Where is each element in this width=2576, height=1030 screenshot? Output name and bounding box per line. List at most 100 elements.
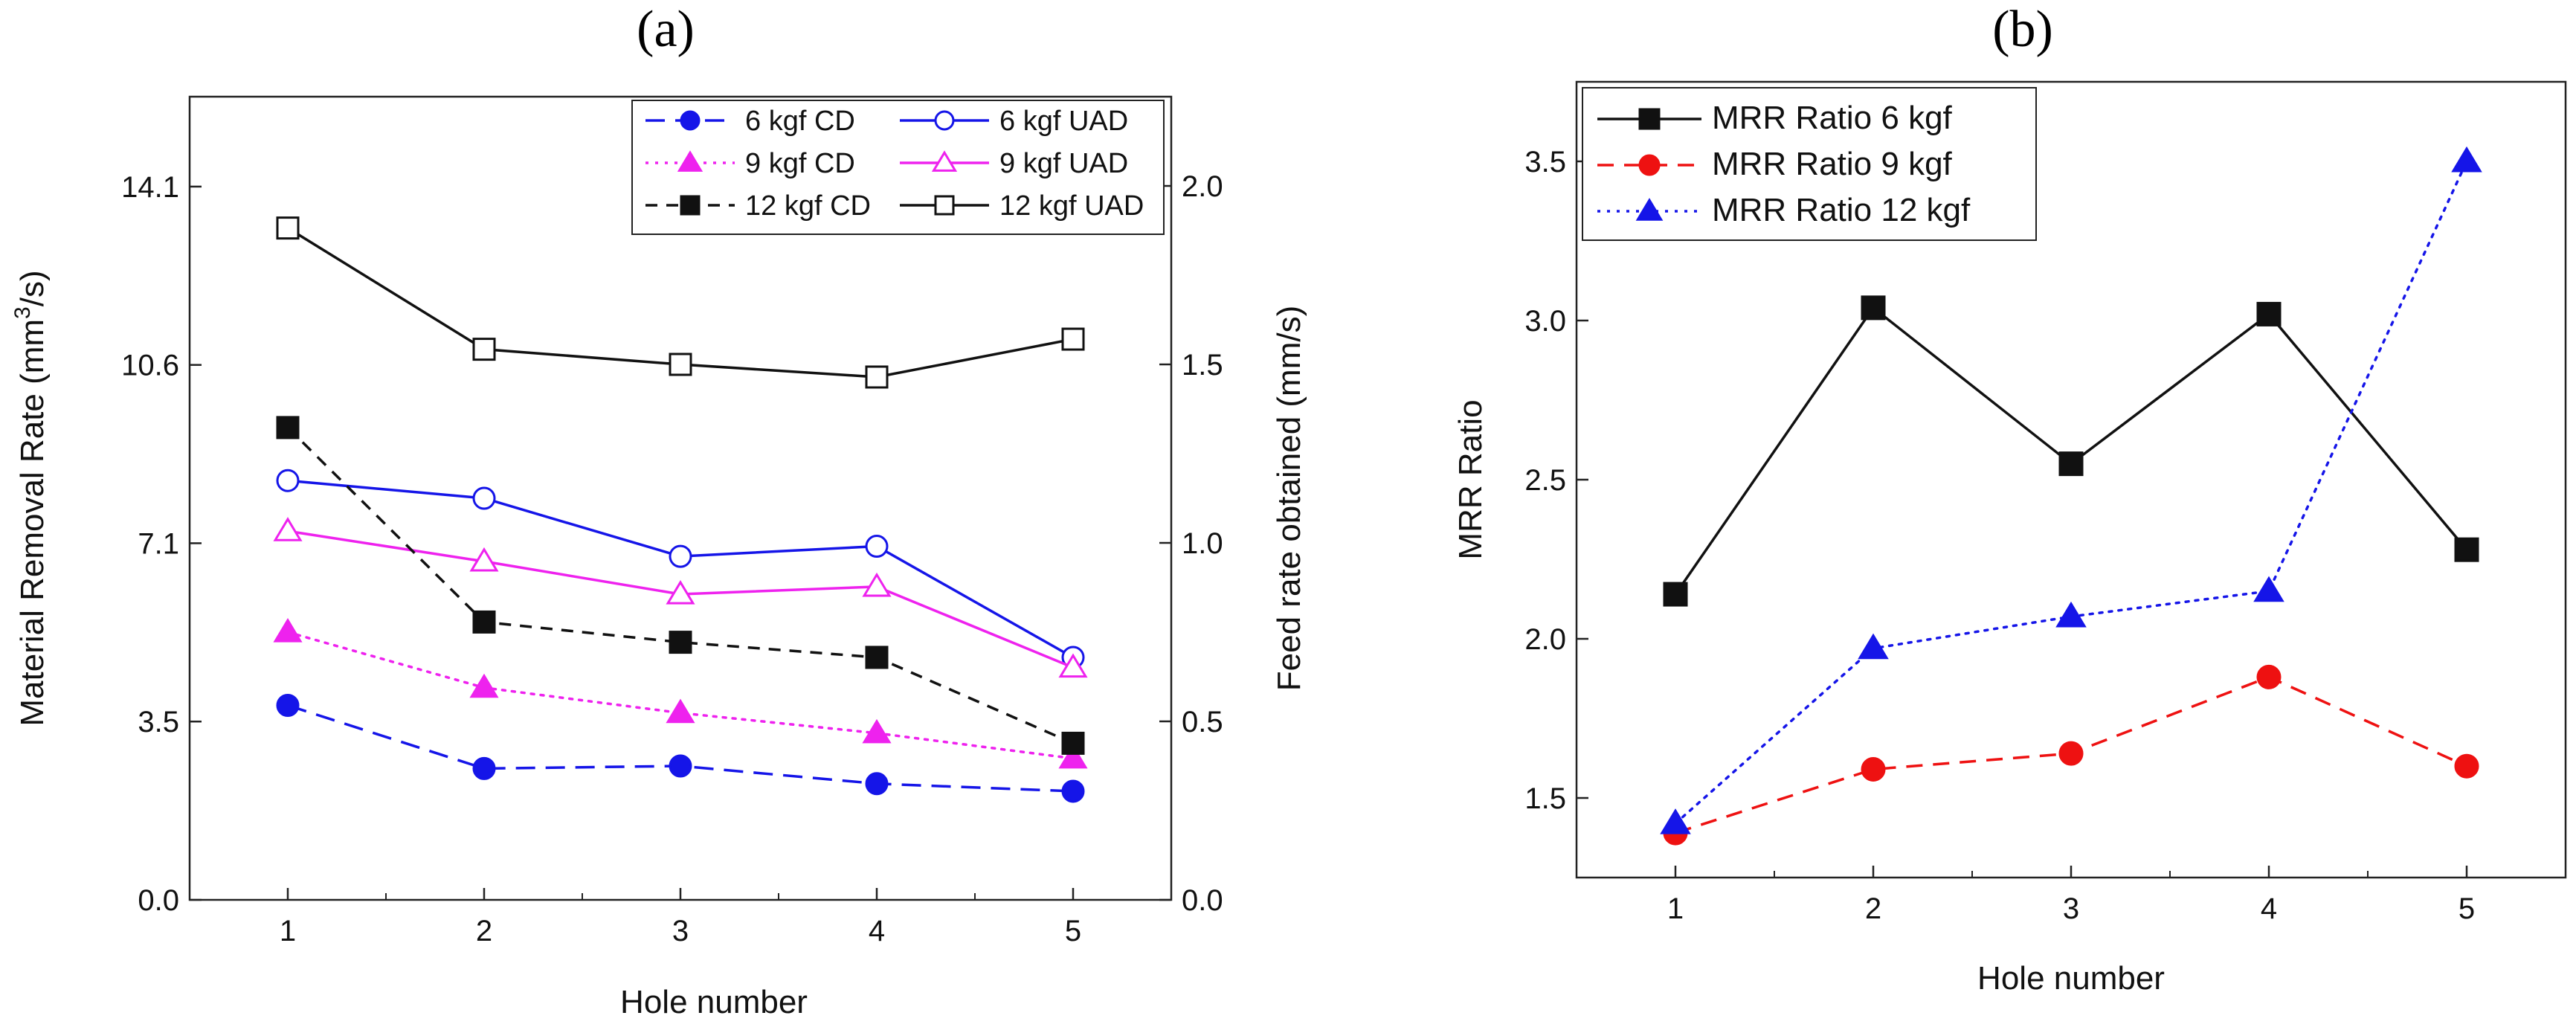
x-tick-label: 2 <box>476 915 492 947</box>
data-point <box>276 416 300 440</box>
legend-entry: MRR Ratio 12 kgf <box>1597 192 1971 228</box>
data-point <box>469 673 499 698</box>
x-tick-label: 4 <box>2261 892 2277 925</box>
legend-label: 6 kgf CD <box>745 106 855 137</box>
x-tick-label: 3 <box>672 915 689 947</box>
panel-label-a: (a) <box>637 1 695 58</box>
legend-swatch-marker <box>1635 198 1664 221</box>
y-axis-title-b: MRR Ratio <box>1452 399 1489 559</box>
y2-tick-label: 0.0 <box>1182 884 1223 917</box>
series-mrr-ratio-6-kgf <box>1663 295 2479 607</box>
data-point <box>1058 653 1088 678</box>
data-point <box>2253 576 2284 602</box>
chart-b: (b) 1 2 3 4 5 1.5 2.0 2.5 3.0 3.5 Hole number MRR… <box>1452 1 2567 997</box>
data-point <box>1061 779 1085 803</box>
x-tick-label: 2 <box>1865 892 1881 925</box>
data-point <box>669 544 692 568</box>
x-axis-title-b: Hole number <box>1977 960 2165 997</box>
y-tick-label: 2.0 <box>1524 623 1566 656</box>
data-point <box>276 216 300 240</box>
data-point <box>2058 741 2084 766</box>
data-point <box>472 486 496 510</box>
legend-label: MRR Ratio 9 kgf <box>1712 146 1953 182</box>
y2-axis-title-a: Feed rate obtained (mm/s) <box>1271 306 1307 691</box>
legend-label: 9 kgf UAD <box>999 148 1128 179</box>
y-tick-label: 3.0 <box>1524 305 1566 338</box>
y2-tick-label: 0.5 <box>1182 706 1223 738</box>
x-tick-label: 4 <box>869 915 885 947</box>
data-point <box>472 756 496 780</box>
y-tick-label: 3.5 <box>1524 146 1566 178</box>
y2-tick-label: 1.0 <box>1182 527 1223 560</box>
x-tick-label: 1 <box>280 915 296 947</box>
data-point <box>1858 633 1889 660</box>
y2-tick-label: 1.5 <box>1182 349 1223 382</box>
data-point <box>865 772 889 796</box>
y-tick-label: 1.5 <box>1524 782 1566 815</box>
legend-swatch-marker <box>680 110 701 131</box>
legend-swatch-marker <box>677 150 703 172</box>
legend-swatch-marker <box>1638 154 1661 176</box>
legend-entry: 6 kgf CD <box>645 106 855 137</box>
data-point <box>2256 664 2282 689</box>
data-point <box>2454 753 2479 779</box>
data-point <box>1061 731 1085 755</box>
series-6-kgf-cd <box>276 693 1085 803</box>
data-point <box>472 610 496 634</box>
legend-swatch-marker <box>934 195 955 216</box>
data-point <box>669 353 692 376</box>
data-point <box>865 535 889 559</box>
data-point <box>862 572 892 597</box>
y-tick-label: 3.5 <box>138 706 179 738</box>
data-point <box>2451 146 2482 173</box>
legend-entry: MRR Ratio 6 kgf <box>1597 100 1953 136</box>
legend-swatch-marker <box>680 195 701 216</box>
legend-entry: 9 kgf CD <box>645 148 855 179</box>
data-point <box>472 338 496 361</box>
legend-label: 12 kgf CD <box>745 190 871 222</box>
series-12-kgf-cd <box>276 416 1085 755</box>
y-axis-title-a: Material Removal Rate (mm3/s) <box>10 270 51 726</box>
data-point <box>865 365 889 389</box>
y-tick-label: 0.0 <box>138 884 179 917</box>
legend-swatch-marker <box>931 150 958 172</box>
legend-label: 12 kgf UAD <box>999 190 1144 222</box>
series-12-kgf-uad <box>276 216 1085 389</box>
data-point <box>1663 582 1688 607</box>
data-point <box>469 547 499 572</box>
series-line <box>286 631 1075 760</box>
data-point <box>1861 756 1886 782</box>
y-tick-label: 2.5 <box>1524 464 1566 497</box>
legend-swatch-marker <box>934 110 955 131</box>
x-tick-label: 5 <box>1065 915 1081 947</box>
data-point <box>276 693 300 717</box>
legend-swatch-marker <box>1638 108 1661 130</box>
panel-label-b: (b) <box>1992 1 2053 58</box>
data-point <box>2058 451 2084 477</box>
data-point <box>669 631 692 654</box>
y-tick-label: 7.1 <box>138 527 179 560</box>
data-point <box>666 580 695 605</box>
data-point <box>1061 327 1085 351</box>
series-9-kgf-uad <box>273 517 1088 678</box>
data-point <box>862 718 892 744</box>
y-tick-label: 10.6 <box>121 350 179 382</box>
data-point <box>666 698 695 724</box>
legend-entry: 12 kgf CD <box>645 190 871 222</box>
data-point <box>1861 295 1886 321</box>
legend-a <box>631 100 1165 235</box>
y2-tick-label: 2.0 <box>1182 170 1223 203</box>
legend-label: 6 kgf UAD <box>999 106 1128 137</box>
legend-label: MRR Ratio 12 kgf <box>1712 192 1971 228</box>
legend-entry: MRR Ratio 9 kgf <box>1597 146 1953 182</box>
data-point <box>276 469 300 492</box>
x-tick-label: 1 <box>1667 892 1684 925</box>
chart-a: (a) 1 2 3 4 5 0.0 3.5 7.1 10.6 14.1 0.0 0.5 1.0 1.5 2.… <box>10 1 1307 1020</box>
data-point <box>865 646 889 669</box>
data-point <box>1660 808 1691 834</box>
data-point <box>273 617 303 643</box>
series-mrr-ratio-12-kgf <box>1660 146 2482 834</box>
x-axis-title-a: Hole number <box>620 984 808 1020</box>
data-point <box>1058 744 1088 769</box>
